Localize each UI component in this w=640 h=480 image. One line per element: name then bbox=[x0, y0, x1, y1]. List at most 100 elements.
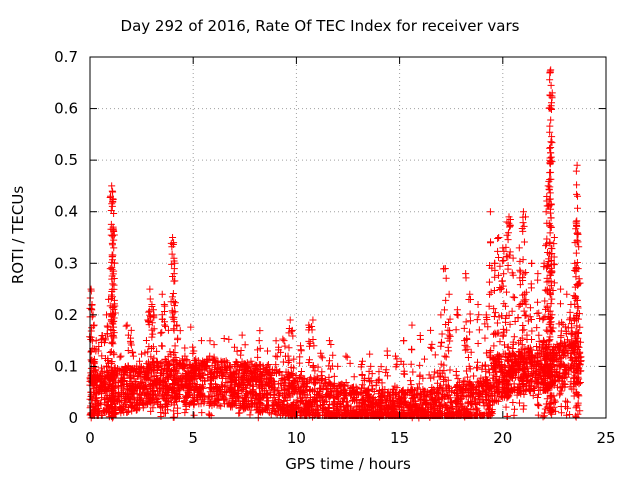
data-point-fill bbox=[391, 401, 399, 409]
y-tick-label: 0.5 bbox=[54, 151, 78, 169]
data-point-fill bbox=[541, 360, 549, 368]
data-point-fill bbox=[504, 236, 512, 244]
data-point-fill bbox=[318, 354, 326, 362]
data-point-fill bbox=[110, 332, 118, 340]
data-point-bg bbox=[206, 337, 214, 345]
data-point-fill bbox=[505, 219, 513, 227]
data-point-fill bbox=[508, 358, 516, 366]
data-point-bg bbox=[504, 357, 512, 365]
data-point-fill bbox=[150, 314, 158, 322]
data-point-fill bbox=[157, 412, 165, 420]
data-point-fill bbox=[205, 355, 213, 363]
data-point-fill bbox=[500, 247, 508, 255]
data-point-fill bbox=[109, 326, 117, 334]
data-point-bg bbox=[436, 384, 444, 392]
data-point-bg bbox=[160, 367, 168, 375]
data-point-bg bbox=[208, 373, 216, 381]
data-point-bg bbox=[248, 360, 256, 368]
data-point-bg bbox=[220, 335, 228, 343]
data-point-bg bbox=[534, 350, 542, 358]
data-point-fill bbox=[437, 339, 445, 347]
data-point-fill bbox=[486, 261, 494, 269]
data-point-fill bbox=[548, 99, 556, 107]
data-point-fill bbox=[145, 318, 153, 326]
data-point-bg bbox=[282, 379, 290, 387]
data-point bbox=[173, 321, 181, 329]
data-point-fill bbox=[563, 344, 571, 352]
data-point-bg bbox=[271, 367, 279, 375]
data-point-fill bbox=[102, 336, 110, 344]
data-point bbox=[544, 182, 552, 190]
data-point-bg bbox=[366, 350, 374, 358]
data-point-fill bbox=[519, 405, 527, 413]
data-point-fill bbox=[502, 243, 510, 251]
data-point-bg bbox=[277, 348, 285, 356]
data-point-bg bbox=[187, 323, 195, 331]
data-point-bg bbox=[510, 333, 518, 341]
data-point-fill bbox=[548, 133, 556, 141]
data-point-fill bbox=[166, 348, 174, 356]
data-point-fill bbox=[446, 408, 454, 416]
data-point-fill bbox=[170, 254, 178, 262]
data-point-fill bbox=[466, 365, 474, 373]
data-point-fill bbox=[168, 260, 176, 268]
data-point-fill bbox=[144, 368, 152, 376]
data-point-fill bbox=[147, 360, 155, 368]
data-point-bg bbox=[559, 352, 567, 360]
data-point-fill bbox=[255, 381, 263, 389]
data-point-bg bbox=[561, 381, 569, 389]
data-point-bg bbox=[470, 372, 478, 380]
data-point-bg bbox=[173, 369, 181, 377]
data-point-bg bbox=[165, 385, 173, 393]
data-point-fill bbox=[506, 248, 514, 256]
data-point-fill bbox=[546, 346, 554, 354]
data-point-bg bbox=[431, 389, 439, 397]
data-point-fill bbox=[466, 317, 474, 325]
data-point-fill bbox=[148, 391, 156, 399]
data-point-bg bbox=[458, 385, 466, 393]
data-point-bg bbox=[420, 387, 428, 395]
data-point-fill bbox=[262, 387, 270, 395]
data-point-fill bbox=[466, 310, 474, 318]
data-point-fill bbox=[453, 383, 461, 391]
data-point bbox=[158, 290, 166, 298]
data-point-fill bbox=[256, 344, 264, 352]
data-point-fill bbox=[103, 322, 111, 330]
data-point-fill bbox=[566, 411, 574, 419]
data-point-fill bbox=[547, 271, 555, 279]
data-point-fill bbox=[542, 242, 550, 250]
data-point bbox=[542, 208, 550, 216]
data-point-fill bbox=[489, 382, 497, 390]
data-point-fill bbox=[504, 343, 512, 351]
data-point-bg bbox=[556, 373, 564, 381]
data-point-fill bbox=[108, 412, 116, 420]
data-point-fill bbox=[263, 401, 271, 409]
data-point-fill bbox=[107, 220, 115, 228]
data-point-fill bbox=[576, 367, 584, 375]
data-point-fill bbox=[393, 355, 401, 363]
data-point bbox=[110, 259, 118, 267]
data-point-fill bbox=[545, 315, 553, 323]
data-point-fill bbox=[235, 409, 243, 417]
data-point-fill bbox=[383, 351, 391, 359]
data-point-fill bbox=[146, 295, 154, 303]
data-point bbox=[108, 182, 116, 190]
data-point-fill bbox=[490, 286, 498, 294]
data-point bbox=[408, 321, 416, 329]
data-point-bg bbox=[488, 392, 496, 400]
data-point-fill bbox=[485, 278, 493, 286]
data-point-fill bbox=[246, 411, 254, 419]
data-point-bg bbox=[423, 388, 431, 396]
data-point-fill bbox=[549, 377, 557, 385]
data-point-fill bbox=[289, 381, 297, 389]
data-point-fill bbox=[173, 336, 181, 344]
y-tick-label: 0.2 bbox=[54, 306, 78, 324]
data-point-fill bbox=[317, 372, 325, 380]
data-point-fill bbox=[550, 253, 558, 261]
data-point-fill bbox=[122, 322, 130, 330]
data-point-fill bbox=[502, 318, 510, 326]
data-point-fill bbox=[502, 403, 510, 411]
data-point-bg bbox=[304, 399, 312, 407]
data-point-bg bbox=[222, 373, 230, 381]
data-point-bg bbox=[150, 386, 158, 394]
